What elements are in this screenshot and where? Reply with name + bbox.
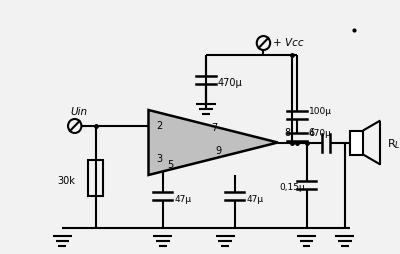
Text: R$_L$: R$_L$ [387,138,400,151]
Text: 470μ: 470μ [308,130,331,138]
Text: 470μ: 470μ [218,78,242,88]
Polygon shape [148,110,278,175]
Text: + Vcc: + Vcc [273,38,304,48]
Text: 100μ: 100μ [308,107,332,117]
Bar [350,131,363,154]
Text: 6: 6 [308,128,315,137]
Text: 47μ: 47μ [174,195,192,203]
Text: 9: 9 [216,146,222,155]
Text: 7: 7 [211,123,217,133]
Text: 8: 8 [284,128,290,137]
Text: 2: 2 [156,121,162,131]
Text: Uin: Uin [70,107,87,117]
Text: 0,15μ: 0,15μ [280,183,306,193]
Text: 3: 3 [156,154,162,164]
Text: 47μ: 47μ [246,195,263,203]
Text: 30k: 30k [57,176,75,186]
Bar [88,160,104,196]
Text: 5: 5 [168,160,174,170]
